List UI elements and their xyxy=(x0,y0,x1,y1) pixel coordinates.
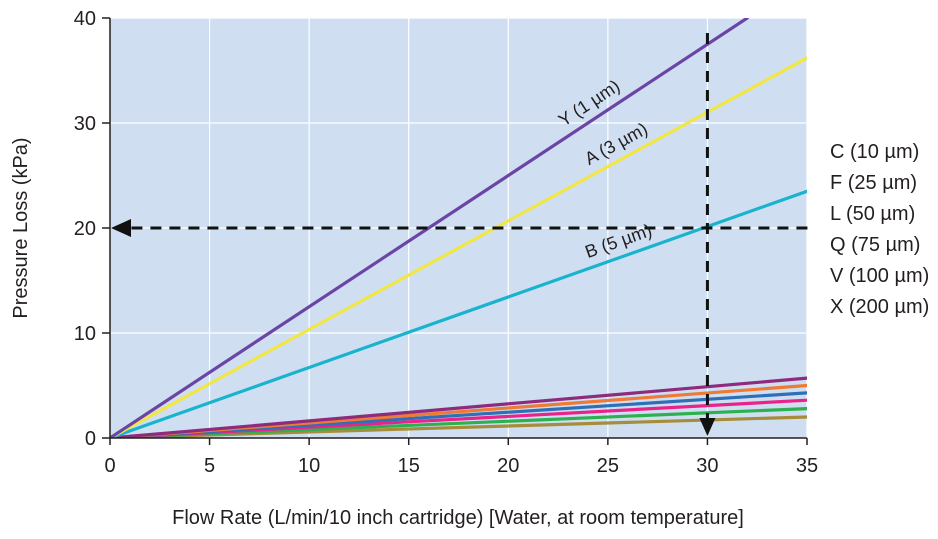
y-axis-ticks: 0 10 20 30 40 xyxy=(74,8,110,450)
x-tick-label: 5 xyxy=(204,455,215,477)
legend-item: C (10 µm) xyxy=(830,141,919,163)
x-tick-label: 0 xyxy=(104,455,115,477)
x-tick-label: 25 xyxy=(597,455,619,477)
series-line xyxy=(110,376,807,438)
left-arrow-icon xyxy=(111,219,131,237)
y-tick-label: 20 xyxy=(74,218,96,240)
x-tick-label: 15 xyxy=(398,455,420,477)
series-line xyxy=(110,18,749,438)
y-tick-label: 0 xyxy=(85,428,96,450)
series-line xyxy=(110,56,807,438)
x-axis-ticks: 0 5 10 15 20 25 30 35 xyxy=(104,438,818,477)
x-tick-label: 35 xyxy=(796,455,818,477)
legend-item: L (50 µm) xyxy=(830,203,915,225)
series-line xyxy=(110,189,807,438)
legend-item: Q (75 µm) xyxy=(830,234,920,256)
series-lines xyxy=(110,18,807,438)
y-axis-title: Pressure Loss (kPa) xyxy=(10,137,32,318)
down-arrow-icon xyxy=(699,418,716,436)
x-tick-label: 30 xyxy=(696,455,718,477)
legend: C (10 µm) F (25 µm) L (50 µm) Q (75 µm) V (1… xyxy=(830,141,929,318)
y-tick-label: 10 xyxy=(74,323,96,345)
y-tick-label: 40 xyxy=(74,8,96,30)
guide-lines xyxy=(111,33,808,436)
legend-item: X (200 µm) xyxy=(830,296,929,318)
legend-item: V (100 µm) xyxy=(830,265,929,287)
y-tick-label: 30 xyxy=(74,113,96,135)
legend-item: F (25 µm) xyxy=(830,172,917,194)
x-axis-title: Flow Rate (L/min/10 inch cartridge) [Wat… xyxy=(172,507,744,529)
x-tick-label: 20 xyxy=(497,455,519,477)
x-tick-label: 10 xyxy=(298,455,320,477)
